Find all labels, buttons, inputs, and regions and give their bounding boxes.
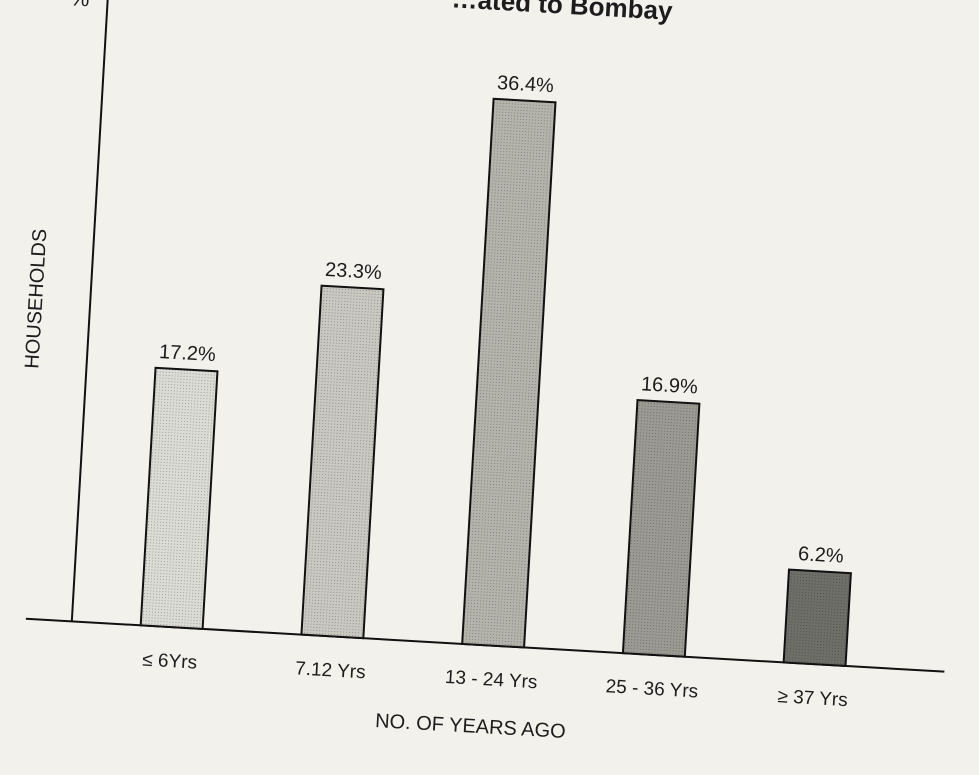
y-axis-unit: % (69, 0, 90, 11)
x-axis-label: NO. OF YEARS AGO (375, 710, 567, 743)
bar-texture-2 (463, 99, 555, 647)
x-tick-label-1: 7.12 Yrs (295, 658, 367, 683)
bar-value-label-4: 6.2% (797, 543, 844, 568)
bar-texture-0 (141, 368, 217, 628)
bar-value-label-2: 36.4% (497, 72, 555, 97)
x-tick-label-3: 25 - 36 Yrs (605, 676, 699, 702)
x-tick-label-2: 13 - 24 Yrs (444, 667, 538, 693)
bar-series: 17.2% ≤ 6Yrs 23.3% 7.12 Yrs 36.4% 13 - 24 Yrs… (139, 72, 852, 711)
bar-texture-1 (302, 286, 383, 638)
bar-value-label-1: 23.3% (324, 259, 382, 284)
y-axis-label: HOUSEHOLDS (21, 228, 51, 369)
bar-texture-3 (623, 401, 699, 656)
bar-value-label-0: 17.2% (158, 341, 216, 366)
bar-texture-4 (784, 570, 850, 665)
bar-value-label-3: 16.9% (640, 373, 698, 398)
x-tick-label-4: ≥ 37 Yrs (777, 686, 848, 711)
y-axis-line (70, 0, 109, 622)
x-tick-label-0: ≤ 6Yrs (142, 650, 198, 674)
chart-title: …ated to Bombay (451, 0, 674, 26)
